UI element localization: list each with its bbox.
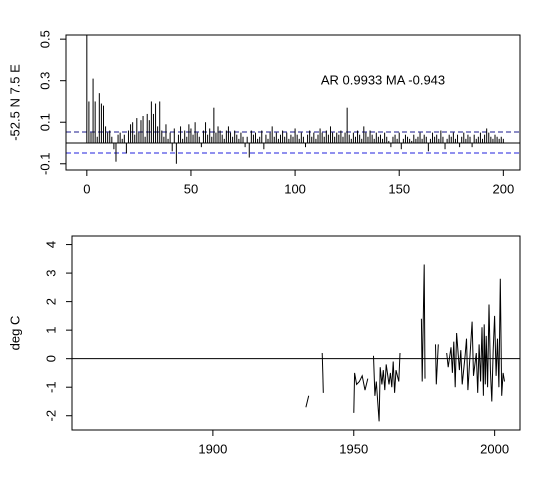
y-tick-label: -0.1	[37, 153, 52, 175]
y-tick-label: 2	[43, 298, 58, 305]
y-tick-label: 0.3	[37, 72, 52, 90]
x-tick-label: 2000	[480, 441, 509, 456]
x-tick-label: 1950	[339, 441, 368, 456]
plot-area	[72, 264, 520, 422]
plot-frame	[65, 34, 521, 171]
x-tick-label: 200	[492, 181, 514, 196]
y-tick-label: 0.5	[37, 30, 52, 48]
x-tick-label: 0	[83, 181, 90, 196]
y-tick-label: 0.1	[37, 113, 52, 131]
x-tick-label: 50	[184, 181, 198, 196]
y-tick-label: 1	[43, 327, 58, 334]
annotation: AR 0.9933 MA -0.943	[321, 72, 445, 87]
x-tick-label: 150	[388, 181, 410, 196]
y-axis-label: -52.5 N 7.5 E	[7, 64, 22, 141]
y-tick-label: 4	[43, 241, 58, 248]
series-line	[305, 264, 505, 422]
y-axis-label: deg C	[7, 316, 22, 351]
y-tick-label: 3	[43, 269, 58, 276]
plot-area	[66, 35, 520, 164]
y-tick-label: 0	[43, 355, 58, 362]
plot-frame	[71, 235, 521, 431]
y-tick-label: -2	[43, 410, 58, 422]
y-tick-label: -1	[43, 381, 58, 393]
x-tick-label: 1900	[198, 441, 227, 456]
x-tick-label: 100	[284, 181, 306, 196]
